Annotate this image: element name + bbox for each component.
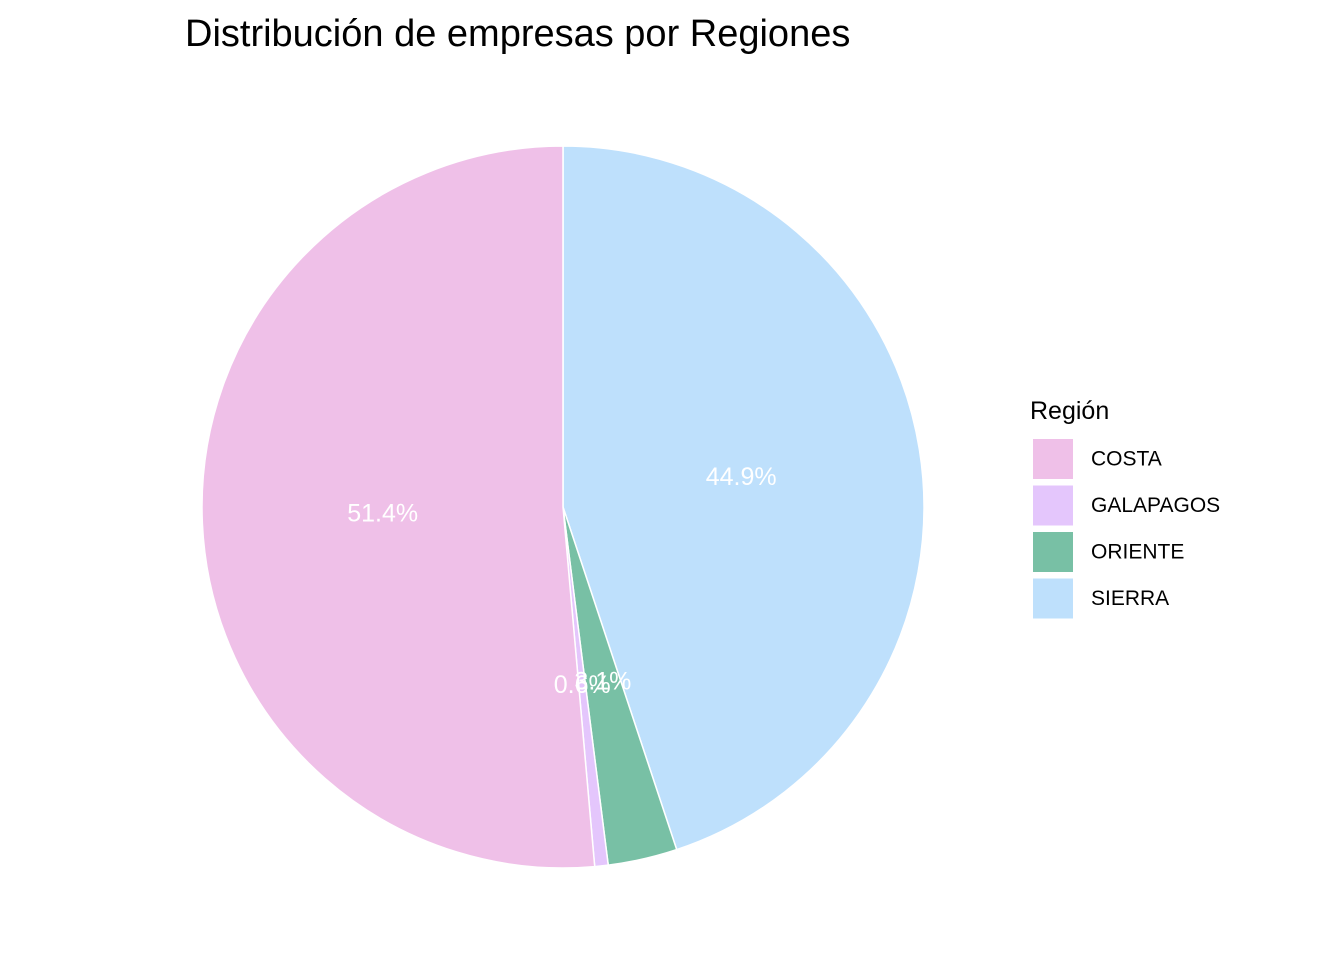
slice-label-galapagos: 0.6% bbox=[554, 671, 611, 699]
slice-label-costa: 51.4% bbox=[347, 500, 418, 528]
legend-item-galapagos: GALAPAGOS bbox=[1033, 485, 1220, 526]
chart-title: Distribución de empresas por Regiones bbox=[185, 13, 850, 55]
legend-swatch bbox=[1033, 485, 1073, 526]
pie-slice-labels: 44.9% 3.1%0.6% 51.4% bbox=[347, 463, 776, 699]
slice-label-sierra: 44.9% bbox=[706, 463, 777, 491]
legend-label: COSTA bbox=[1091, 448, 1162, 471]
pie-slice-costa bbox=[201, 145, 596, 869]
legend-label: SIERRA bbox=[1091, 587, 1169, 610]
legend-items: COSTA GALAPAGOS ORIENTE SIERRA bbox=[1033, 439, 1220, 619]
legend-title: Región bbox=[1030, 397, 1109, 425]
legend-label: GALAPAGOS bbox=[1091, 494, 1220, 517]
slice-label-oriente: 3.1% bbox=[574, 668, 631, 696]
pie-slices bbox=[201, 145, 925, 869]
legend-swatch bbox=[1033, 532, 1073, 572]
legend-label: ORIENTE bbox=[1091, 541, 1184, 564]
legend-item-sierra: SIERRA bbox=[1033, 578, 1169, 619]
legend-swatch bbox=[1033, 578, 1073, 619]
legend: Región COSTA GALAPAGOS ORIENTE SIERRA bbox=[1030, 397, 1220, 619]
legend-item-costa: COSTA bbox=[1033, 439, 1162, 479]
legend-item-oriente: ORIENTE bbox=[1033, 532, 1184, 572]
legend-swatch bbox=[1033, 439, 1073, 479]
pie-slice-sierra bbox=[562, 145, 925, 851]
